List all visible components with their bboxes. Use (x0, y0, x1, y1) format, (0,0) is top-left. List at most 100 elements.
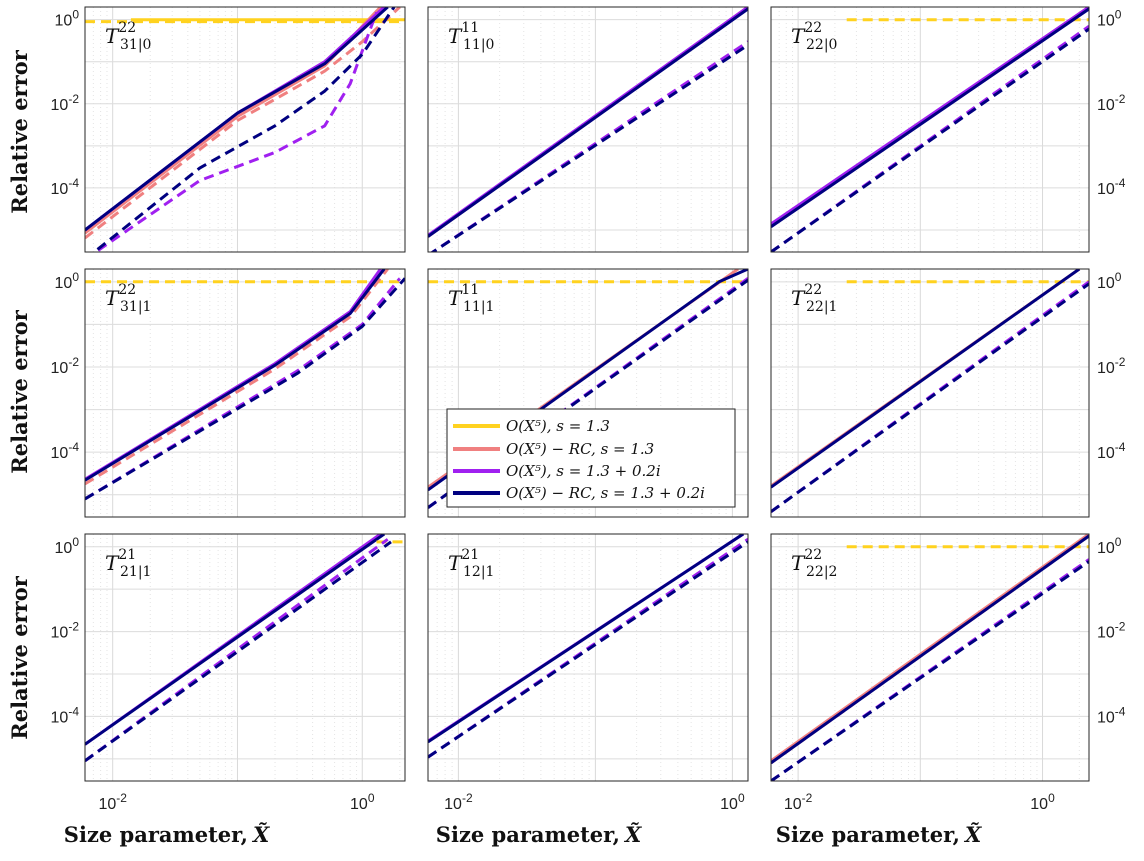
x-tick-label: 100 (720, 791, 745, 813)
series-group (85, 534, 405, 763)
y-tick-label: 10-4 (51, 176, 80, 198)
y-tick-label: 100 (1097, 270, 1122, 292)
panel-1: 100 10-2 10-4 T22 31|0 (51, 6, 406, 253)
series-line (91, 7, 396, 252)
ylabel-row-3: Relative error (7, 575, 32, 739)
ylabel-row-1: Relative error (7, 49, 32, 213)
series-line (93, 11, 378, 252)
legend-label: O(X⁵), s = 1.3 + 0.2i (506, 462, 661, 480)
y-tick-label: 10-2 (51, 355, 80, 377)
y-tick-label: 10-4 (1097, 704, 1126, 726)
series-line (771, 7, 1089, 228)
panel-title: T21 21|1 (105, 547, 151, 580)
series-group (428, 7, 748, 252)
plot-frame (84, 268, 406, 518)
plot-frame (84, 6, 406, 253)
grid (84, 7, 405, 252)
ylabel-row-2: Relative error (7, 309, 32, 473)
x-tick-label: 100 (350, 791, 375, 813)
series-line (428, 534, 745, 744)
xlabel-col-1: Size parameter, X̃ (64, 822, 270, 847)
plot-frame (770, 6, 1090, 253)
plot-frame (427, 533, 749, 782)
series-group (771, 7, 1089, 252)
panel-4: 100 10-2 10-4 T22 31|1 (51, 268, 406, 518)
panel-3: 100 10-2 10-4 T22 22|0 (770, 6, 1126, 253)
series-line (771, 27, 1089, 252)
series-line (428, 7, 748, 238)
series-line (85, 277, 405, 501)
panel-title: T22 31|0 (105, 20, 151, 53)
plot-frame (84, 533, 406, 782)
series-line (771, 282, 1089, 513)
legend-entry: O(X⁵) − RC, s = 1.3 + 0.2i (453, 484, 705, 502)
xlabel-text: Size parameter, (436, 822, 620, 847)
y-tick-label: 10-2 (1097, 355, 1126, 377)
xlabel-col-2: Size parameter, X̃ (436, 822, 642, 847)
panel-title: T22 31|1 (105, 282, 151, 315)
series-line (85, 7, 401, 240)
series-line (771, 534, 1089, 765)
legend: O(X⁵), s = 1.3 O(X⁵) − RC, s = 1.3 O(X⁵)… (446, 408, 736, 508)
plot-area (771, 7, 1089, 252)
panel-2: T11 11|0 (427, 6, 749, 253)
y-tick-label: 100 (1097, 8, 1122, 30)
y-tick-label: 10-2 (51, 620, 80, 642)
x-tick-label: 100 (1030, 791, 1055, 813)
x-tick-label: 10-2 (784, 791, 813, 813)
series-group (428, 534, 748, 759)
series-line (85, 269, 386, 482)
y-tick-label: 100 (55, 8, 80, 30)
grid (84, 534, 405, 781)
grid (427, 534, 748, 781)
xlabel-symbol: X̃ (623, 822, 642, 847)
panel-title: T22 22|2 (791, 547, 837, 580)
series-line (85, 7, 389, 232)
y-tick-label: 10-4 (1097, 176, 1126, 198)
y-tick-label: 10-4 (51, 440, 80, 462)
y-tick-label: 10-4 (51, 704, 80, 726)
y-tick-label: 10-2 (51, 92, 80, 114)
y-tick-label: 10-4 (1097, 440, 1126, 462)
grid (84, 269, 405, 517)
xlabel-symbol: X̃ (251, 822, 270, 847)
legend-label: O(X⁵) − RC, s = 1.3 (506, 440, 654, 458)
series-group (771, 534, 1089, 781)
series-line (85, 534, 386, 746)
plot-frame (427, 6, 749, 253)
series-line (771, 7, 1089, 226)
xlabel-text: Size parameter, (776, 822, 960, 847)
legend-label: O(X⁵), s = 1.3 (506, 417, 610, 435)
legend-entry: O(X⁵), s = 1.3 + 0.2i (453, 462, 661, 480)
panel-8: 10-2 100 T21 12|1 (427, 533, 749, 813)
panel-6: 100 10-2 10-4 T22 22|1 (770, 268, 1126, 518)
plot-frame (770, 533, 1090, 782)
legend-entry: O(X⁵), s = 1.3 (453, 417, 610, 435)
panel-title: T11 11|1 (448, 282, 494, 315)
grid (770, 7, 1089, 252)
series-line (85, 277, 401, 501)
panel-title: T22 22|0 (791, 20, 837, 53)
xlabel-col-3: Size parameter, X̃ (776, 822, 982, 847)
y-tick-label: 100 (55, 535, 80, 557)
plot-frame (770, 268, 1090, 518)
legend-label: O(X⁵) − RC, s = 1.3 + 0.2i (506, 484, 705, 502)
y-tick-label: 10-2 (1097, 620, 1126, 642)
panel-7: 100 10-2 10-4 10-2 100 T21 21|1 (51, 533, 406, 813)
series-line (428, 540, 748, 759)
x-tick-label: 10-2 (98, 791, 127, 813)
panel-9: 100 10-2 10-4 10-2 100 T22 22|2 (770, 533, 1126, 813)
y-tick-label: 100 (55, 270, 80, 292)
series-line (771, 560, 1089, 781)
series-line (771, 269, 1081, 489)
series-group (85, 269, 405, 501)
series-group (85, 7, 405, 252)
xlabel-text: Size parameter, (64, 822, 248, 847)
series-line (771, 534, 1089, 763)
series-group (771, 269, 1089, 513)
plot-area (771, 269, 1089, 517)
panel-title: T11 11|0 (448, 20, 494, 53)
grid (427, 7, 748, 252)
